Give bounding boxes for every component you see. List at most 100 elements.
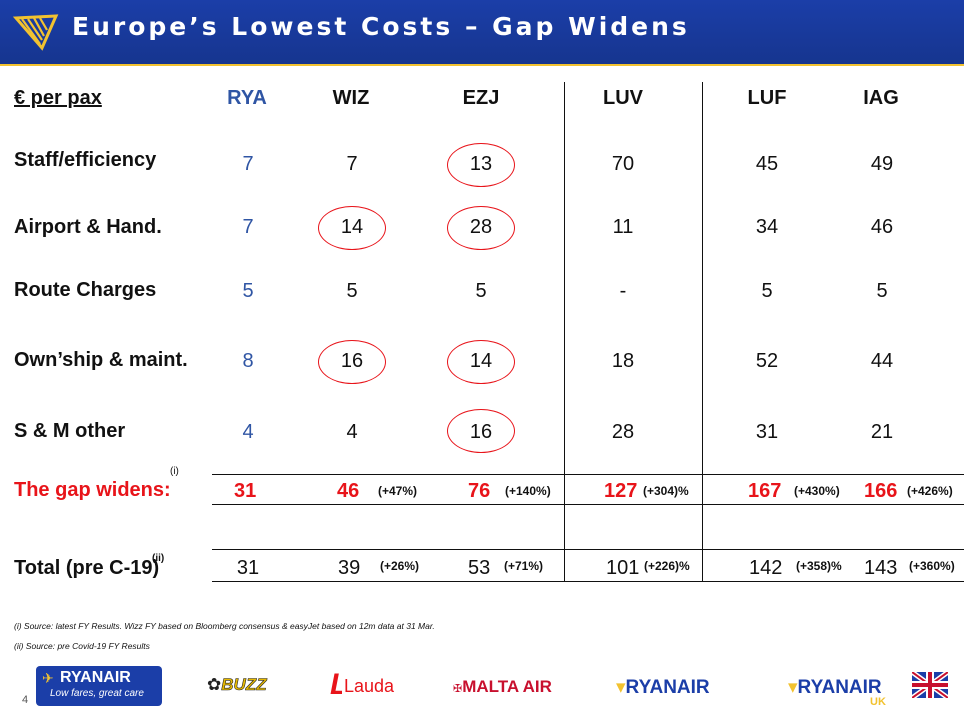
gap-pct-wiz: (+47%)	[378, 484, 418, 498]
gap-row-label: The gap widens:	[14, 479, 171, 501]
table-cell: 13	[469, 153, 493, 175]
col-header-wiz: WIZ	[332, 87, 370, 109]
separator-luv-luf	[702, 82, 704, 582]
ryanair-uk-logo-text: RYANAIR	[797, 677, 882, 698]
ryanair-tagline: Low fares, great care	[50, 688, 144, 699]
maltese-cross-icon: ✠	[453, 683, 463, 695]
header-rule	[0, 64, 964, 66]
col-header-rya: RYA	[227, 87, 267, 109]
buzz-logo-text: BUZZ	[221, 675, 267, 695]
table-cell: 4	[346, 421, 358, 443]
ryanair-harp-icon: ▾	[616, 677, 626, 698]
total-pct-iag: (+360%)	[909, 559, 955, 573]
ryanair-uk-logo: ▾RYANAIR UK	[788, 672, 948, 708]
table-cell: 44	[870, 350, 894, 372]
footnote-1: (i) Source: latest FY Results. Wizz FY b…	[14, 621, 435, 631]
table-cell: 5	[475, 280, 487, 302]
total-value-ezj: 53	[468, 557, 491, 579]
gap-value-rya: 31	[234, 480, 257, 502]
gap-pct-iag: (+426%)	[907, 484, 953, 498]
table-cell: 28	[611, 421, 635, 443]
table-cell: 45	[755, 153, 779, 175]
row-label-staff: Staff/efficiency	[14, 149, 157, 171]
highlight-circle	[318, 340, 386, 384]
gap-value-ezj: 76	[468, 480, 491, 502]
gap-value-iag: 166	[864, 480, 898, 502]
gap-row-bottom-rule	[212, 504, 964, 506]
gap-pct-luf: (+430%)	[794, 484, 840, 498]
malta-air-logo-text: MALTA AIR	[462, 677, 552, 696]
total-row-top-rule	[212, 549, 964, 551]
table-cell: 18	[611, 350, 635, 372]
table-cell: 28	[469, 216, 493, 238]
malta-air-logo: ✠MALTA AIR	[453, 677, 552, 697]
total-pct-luv: (+226)%	[644, 559, 690, 573]
table-cell: 4	[242, 421, 254, 443]
separator-ezj-luv	[564, 82, 566, 582]
ryanair-harp-icon	[12, 14, 59, 51]
gap-value-luf: 167	[748, 480, 782, 502]
ryanair-logo-text: RYANAIR	[60, 669, 131, 686]
table-cell: 46	[870, 216, 894, 238]
table-cell: 7	[242, 153, 254, 175]
union-jack-icon	[912, 672, 948, 698]
col-header-iag: IAG	[863, 87, 899, 109]
table-cell: 31	[236, 557, 260, 579]
highlight-circle	[318, 206, 386, 250]
row-label-airport: Airport & Hand.	[14, 216, 162, 238]
table-cell: 5	[761, 280, 773, 302]
lauda-logo-text: Lauda	[342, 676, 395, 697]
total-value-luv: 101	[606, 557, 640, 579]
ryanair-logo: ✈ RYANAIR Low fares, great care	[36, 666, 162, 706]
table-cell: 11	[612, 216, 634, 238]
table-cell: 31	[755, 421, 779, 443]
table-cell: 14	[340, 216, 364, 238]
table-cell: 7	[346, 153, 358, 175]
highlight-circle	[447, 206, 515, 250]
gap-pct-ezj: (+140%)	[505, 484, 551, 498]
table-cell: 52	[755, 350, 779, 372]
table-cell: 5	[346, 280, 358, 302]
ryanair-logo-2-text: RYANAIR	[625, 677, 710, 698]
total-value-wiz: 39	[338, 557, 361, 579]
row-label-ownership: Own’ship & maint.	[14, 349, 188, 371]
gap-row-top-rule	[212, 474, 964, 476]
col-header-ezj: EZJ	[462, 87, 500, 109]
total-value-luf: 142	[749, 557, 783, 579]
page-number: 4	[22, 694, 29, 706]
table-cell: 34	[755, 216, 779, 238]
slide-header: Europe’s Lowest Costs – Gap Widens	[0, 0, 964, 66]
page-title: Europe’s Lowest Costs – Gap Widens	[72, 12, 690, 41]
highlight-circle	[447, 143, 515, 187]
table-cell: 5	[876, 280, 888, 302]
ryanair-harp-icon: ✈	[42, 670, 54, 686]
table-cell: -	[619, 280, 627, 302]
bee-icon: ✿	[207, 675, 222, 694]
corner-label: € per pax	[14, 87, 102, 109]
table-cell: 5	[242, 280, 254, 302]
uk-label: UK	[870, 696, 886, 708]
row-label-sm-other: S & M other	[14, 420, 126, 442]
gap-value-luv: 127	[604, 480, 638, 502]
gap-pct-luv: (+304)%	[643, 484, 689, 498]
table-cell: 21	[870, 421, 894, 443]
highlight-circle	[447, 409, 515, 453]
gap-footnote-marker: (i)	[170, 466, 179, 477]
table-cell: 16	[340, 350, 364, 372]
table-cell: 14	[469, 350, 493, 372]
ryanair-harp-icon: ▾	[788, 677, 798, 698]
total-row-label: Total (pre C-19)	[14, 557, 160, 579]
highlight-circle	[447, 340, 515, 384]
gap-value-wiz: 46	[337, 480, 360, 502]
table-cell: 49	[870, 153, 894, 175]
total-pct-wiz: (+26%)	[380, 559, 420, 573]
total-row-bottom-rule	[212, 581, 964, 583]
ryanair-logo-2: ▾RYANAIR	[616, 676, 710, 699]
row-label-route: Route Charges	[14, 279, 157, 301]
table-cell: 16	[469, 421, 493, 443]
table-cell: 7	[242, 216, 254, 238]
lauda-logo: L Lauda	[330, 668, 395, 702]
table-cell: 70	[611, 153, 635, 175]
footnote-2: (ii) Source: pre Covid-19 FY Results	[14, 641, 150, 651]
buzz-logo: ✿BUZZ	[207, 675, 267, 695]
